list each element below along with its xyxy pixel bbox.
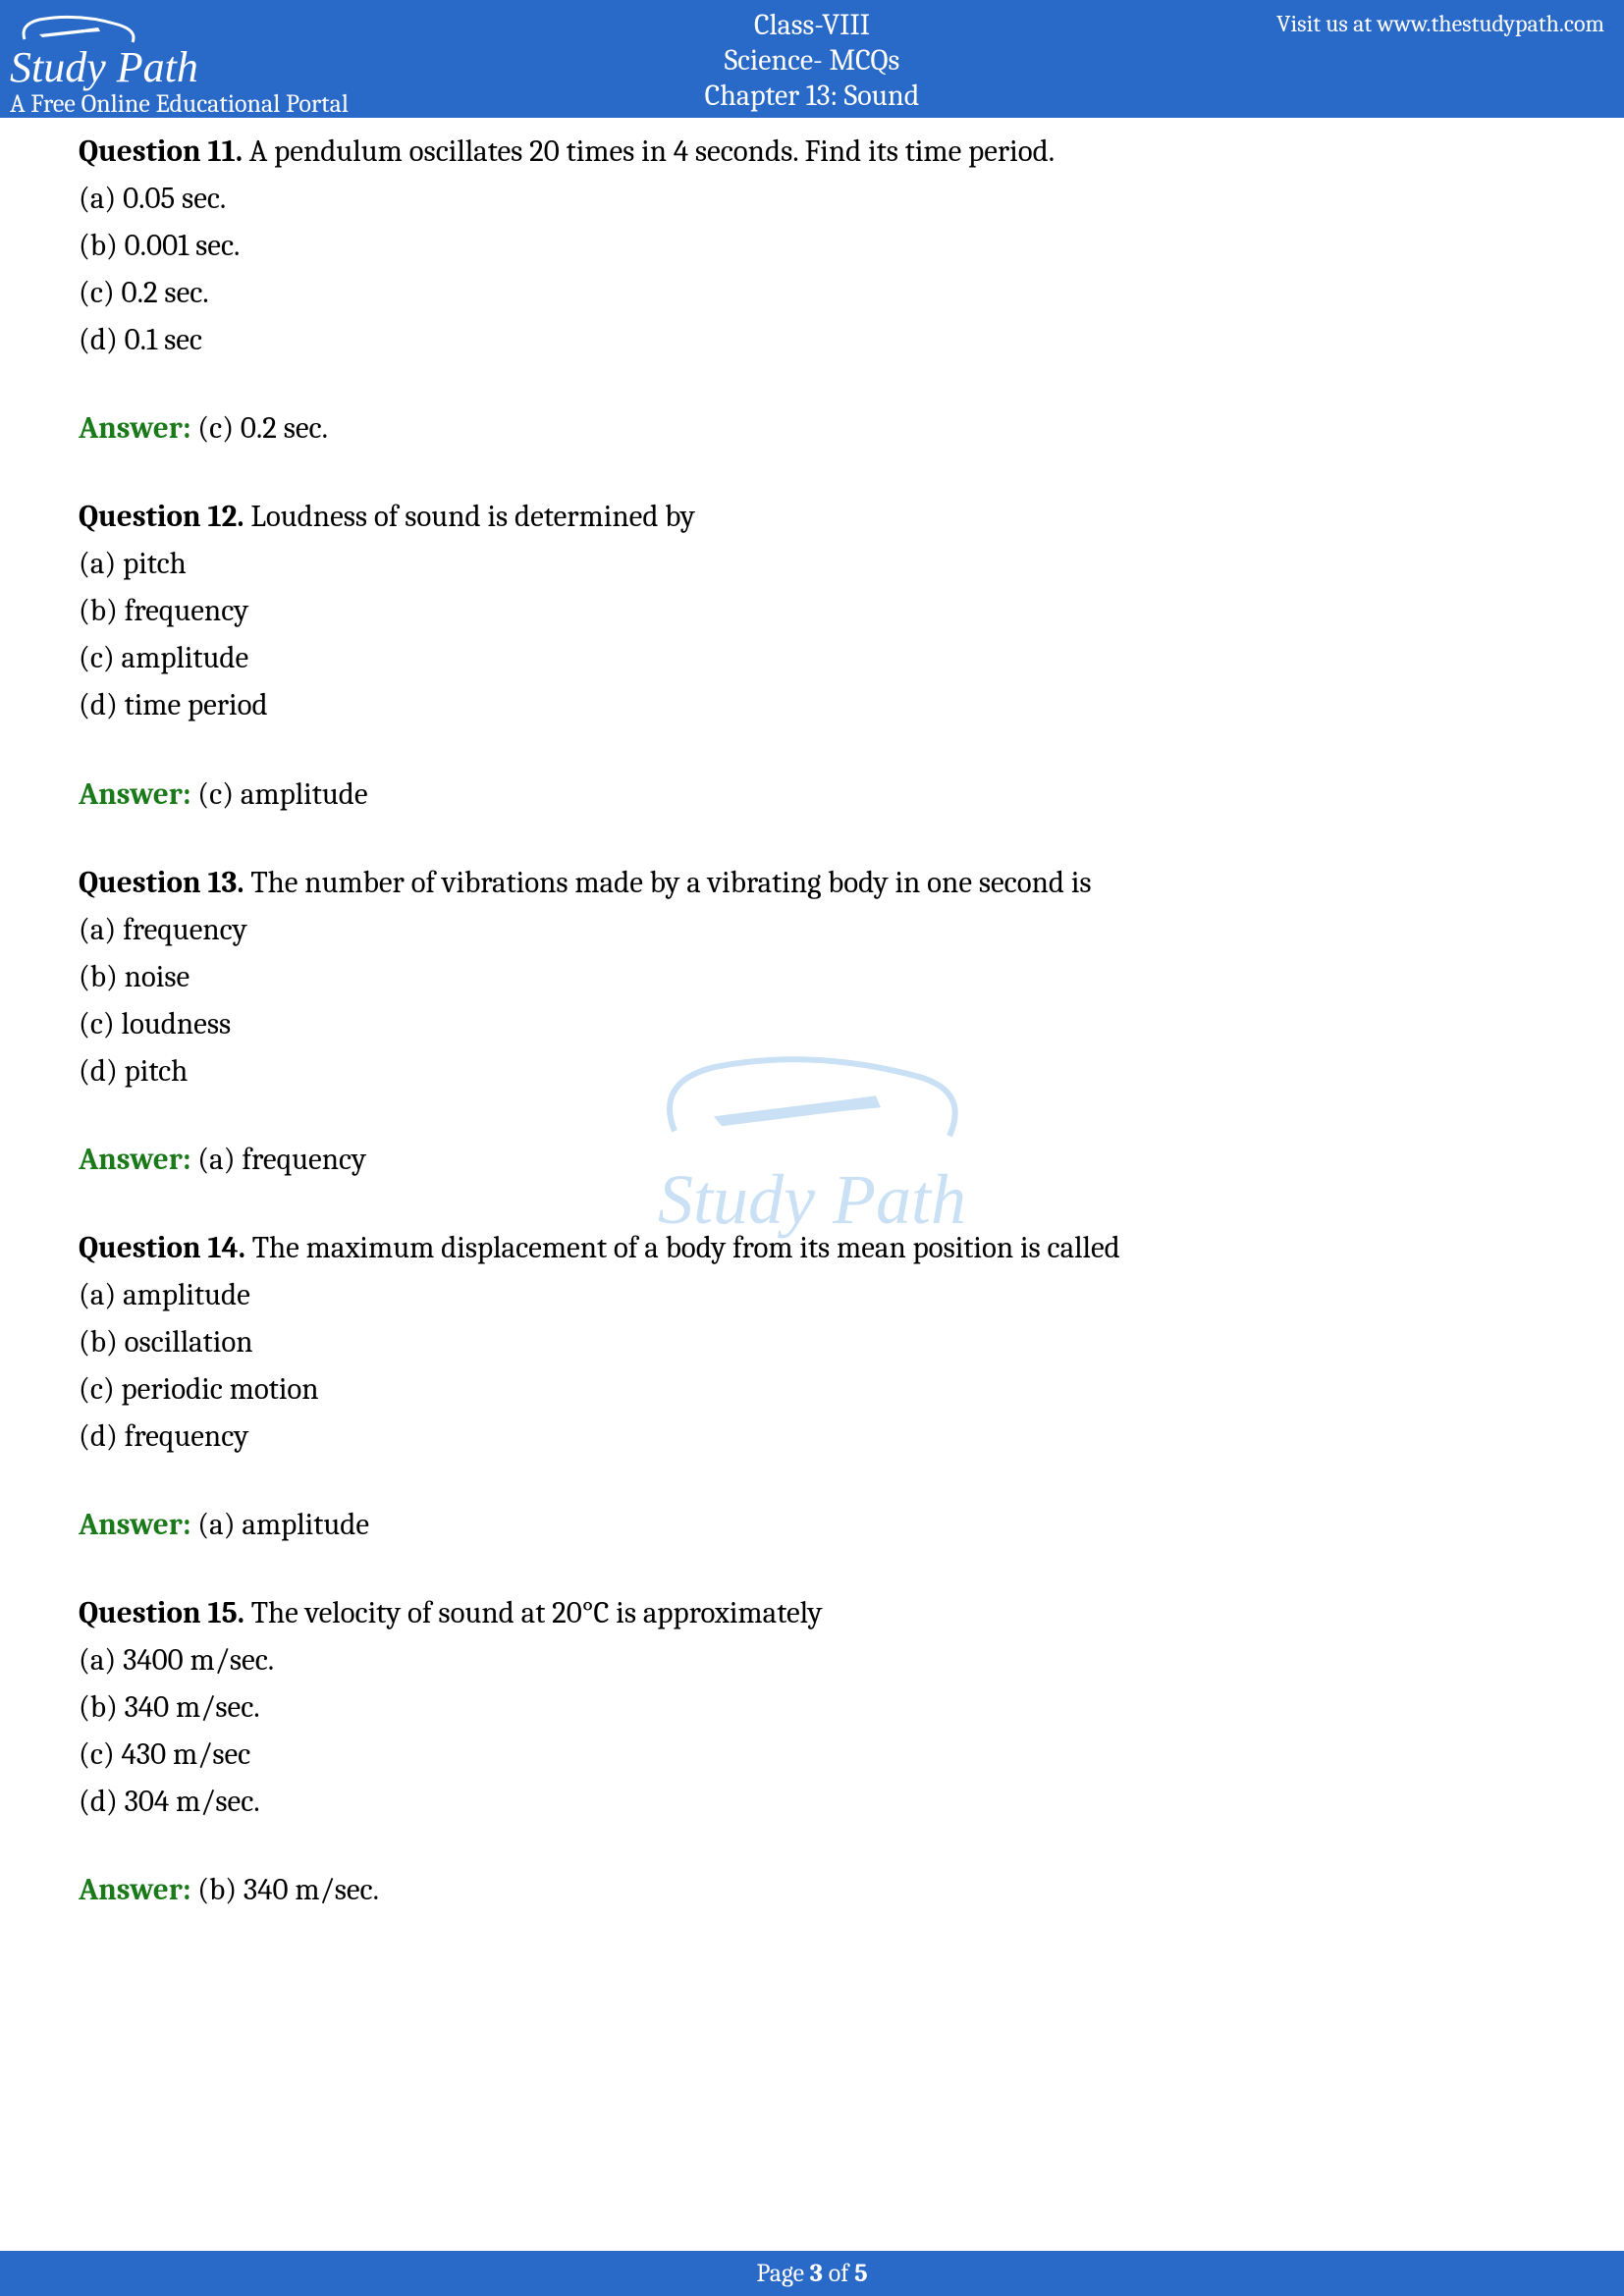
logo-subtitle: A Free Online Educational Portal bbox=[10, 89, 373, 119]
option-c: (c) loudness bbox=[79, 1000, 1545, 1047]
answer-text: (a) amplitude bbox=[190, 1507, 369, 1542]
answer-label: Answer: bbox=[79, 776, 190, 812]
question-text: The maximum displacement of a body from … bbox=[245, 1230, 1120, 1265]
header-visit-link: Visit us at www.thestudypath.com bbox=[1276, 10, 1604, 37]
question-block: Question 15. The velocity of sound at 20… bbox=[79, 1589, 1545, 1913]
page-header: Study Path A Free Online Educational Por… bbox=[0, 0, 1624, 118]
answer-text: (c) 0.2 sec. bbox=[190, 410, 328, 446]
option-c: (c) periodic motion bbox=[79, 1365, 1545, 1413]
option-b: (b) oscillation bbox=[79, 1318, 1545, 1365]
logo-script-text: Study Path bbox=[10, 46, 373, 89]
footer-prefix: Page bbox=[756, 2259, 809, 2288]
footer-middle: of bbox=[823, 2259, 854, 2288]
option-b: (b) 340 m/sec. bbox=[79, 1683, 1545, 1731]
question-text: Loudness of sound is determined by bbox=[244, 499, 695, 534]
question-block: Question 13. The number of vibrations ma… bbox=[79, 859, 1545, 1183]
question-block: Question 12. Loudness of sound is determ… bbox=[79, 493, 1545, 817]
answer-line: Answer: (a) frequency bbox=[79, 1136, 1545, 1183]
option-d: (d) 0.1 sec bbox=[79, 316, 1545, 363]
answer-label: Answer: bbox=[79, 1507, 190, 1542]
option-b: (b) frequency bbox=[79, 587, 1545, 634]
option-a: (a) 0.05 sec. bbox=[79, 175, 1545, 222]
option-c: (c) amplitude bbox=[79, 634, 1545, 681]
option-d: (d) 304 m/sec. bbox=[79, 1778, 1545, 1825]
question-line: Question 13. The number of vibrations ma… bbox=[79, 859, 1545, 906]
footer-current-page: 3 bbox=[810, 2259, 823, 2288]
option-a: (a) amplitude bbox=[79, 1271, 1545, 1318]
header-subject: Science- MCQs bbox=[705, 43, 920, 79]
option-a: (a) 3400 m/sec. bbox=[79, 1636, 1545, 1683]
page-footer: Page 3 of 5 bbox=[0, 2251, 1624, 2296]
answer-text: (a) frequency bbox=[190, 1142, 366, 1177]
header-chapter: Chapter 13: Sound bbox=[705, 79, 920, 114]
question-label: Question 12. bbox=[79, 499, 244, 534]
header-center: Class-VIII Science- MCQs Chapter 13: Sou… bbox=[705, 8, 920, 114]
option-c: (c) 430 m/sec bbox=[79, 1731, 1545, 1778]
answer-label: Answer: bbox=[79, 410, 190, 446]
answer-text: (b) 340 m/sec. bbox=[190, 1872, 379, 1907]
option-d: (d) frequency bbox=[79, 1413, 1545, 1460]
answer-line: Answer: (c) amplitude bbox=[79, 771, 1545, 818]
option-c: (c) 0.2 sec. bbox=[79, 269, 1545, 316]
question-text: The number of vibrations made by a vibra… bbox=[244, 865, 1092, 900]
question-text: The velocity of sound at 20°C is approxi… bbox=[244, 1595, 823, 1630]
header-class: Class-VIII bbox=[705, 8, 920, 43]
footer-total-pages: 5 bbox=[854, 2259, 868, 2288]
option-d: (d) pitch bbox=[79, 1047, 1545, 1095]
option-b: (b) noise bbox=[79, 953, 1545, 1000]
option-d: (d) time period bbox=[79, 681, 1545, 728]
option-b: (b) 0.001 sec. bbox=[79, 222, 1545, 269]
answer-label: Answer: bbox=[79, 1872, 190, 1907]
question-line: Question 12. Loudness of sound is determ… bbox=[79, 493, 1545, 540]
answer-line: Answer: (b) 340 m/sec. bbox=[79, 1866, 1545, 1913]
question-line: Question 15. The velocity of sound at 20… bbox=[79, 1589, 1545, 1636]
option-a: (a) pitch bbox=[79, 540, 1545, 587]
question-label: Question 14. bbox=[79, 1230, 245, 1265]
answer-text: (c) amplitude bbox=[190, 776, 367, 812]
question-label: Question 15. bbox=[79, 1595, 244, 1630]
question-block: Question 11. A pendulum oscillates 20 ti… bbox=[79, 128, 1545, 452]
answer-line: Answer: (a) amplitude bbox=[79, 1501, 1545, 1548]
answer-line: Answer: (c) 0.2 sec. bbox=[79, 404, 1545, 452]
question-label: Question 13. bbox=[79, 865, 244, 900]
question-line: Question 14. The maximum displacement of… bbox=[79, 1224, 1545, 1271]
option-a: (a) frequency bbox=[79, 906, 1545, 953]
question-block: Question 14. The maximum displacement of… bbox=[79, 1224, 1545, 1548]
question-label: Question 11. bbox=[79, 133, 243, 169]
question-text: A pendulum oscillates 20 times in 4 seco… bbox=[243, 133, 1055, 169]
logo-area: Study Path A Free Online Educational Por… bbox=[10, 5, 373, 119]
content-area: Question 11. A pendulum oscillates 20 ti… bbox=[0, 118, 1624, 1994]
question-line: Question 11. A pendulum oscillates 20 ti… bbox=[79, 128, 1545, 175]
answer-label: Answer: bbox=[79, 1142, 190, 1177]
